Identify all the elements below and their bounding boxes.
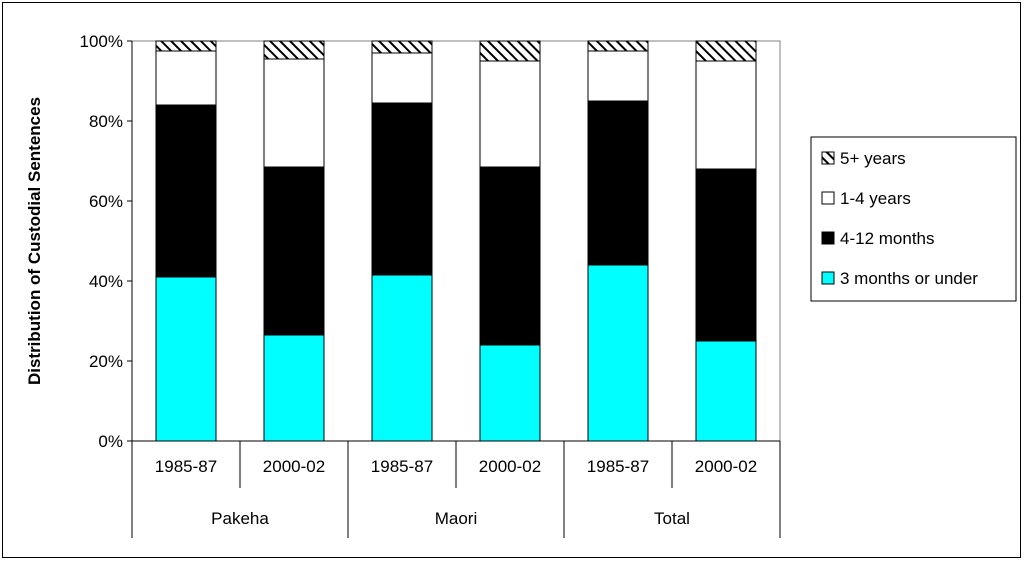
bar-segment: [695, 168, 757, 342]
bar-segment: [263, 166, 325, 336]
bar-segment: [155, 40, 217, 52]
y-tick-label: 40%: [89, 272, 123, 291]
y-tick-label: 0%: [98, 432, 123, 451]
group-label: Pakeha: [211, 509, 269, 528]
x-tick-label: 1985-87: [155, 457, 217, 476]
legend-label: 3 months or under: [840, 269, 978, 288]
bar-segment: [155, 276, 217, 442]
bar-segment: [695, 340, 757, 442]
y-tick-label: 100%: [80, 32, 123, 51]
legend-label: 4-12 months: [840, 229, 935, 248]
y-tick-label: 80%: [89, 112, 123, 131]
bar-segment: [587, 100, 649, 266]
bar-segment: [371, 274, 433, 442]
legend-label: 5+ years: [840, 149, 906, 168]
legend: 5+ years 1-4 years 4-12 months 3 months or …: [810, 136, 1017, 302]
x-tick-label: 1985-87: [371, 457, 433, 476]
y-tick-label: 20%: [89, 352, 123, 371]
bar-segment: [695, 40, 757, 62]
x-tick-label: 1985-87: [587, 457, 649, 476]
group-label: Maori: [435, 509, 478, 528]
bar-segment: [479, 344, 541, 442]
x-tick-label: 2000-02: [695, 457, 757, 476]
bar-segment: [371, 52, 433, 104]
bar-segment: [155, 50, 217, 106]
x-tick-label: 2000-02: [263, 457, 325, 476]
bar-segment: [263, 334, 325, 442]
legend-swatch: [821, 151, 835, 165]
plot-area: [131, 40, 781, 442]
bar-segment: [371, 102, 433, 276]
legend-box: [810, 136, 1017, 302]
x-tick-label: 2000-02: [479, 457, 541, 476]
bar-segment: [587, 50, 649, 102]
bar-segment: [587, 264, 649, 442]
bar-segment: [695, 60, 757, 170]
group-label: Total: [654, 509, 690, 528]
bar-segment: [587, 40, 649, 52]
legend-label: 1-4 years: [840, 189, 911, 208]
bar-segment: [479, 60, 541, 168]
bar-segment: [479, 40, 541, 62]
bar-segment: [479, 166, 541, 346]
legend-swatch: [821, 271, 835, 285]
bar-segment: [263, 40, 325, 60]
bar-segment: [155, 104, 217, 278]
legend-swatch: [821, 191, 835, 205]
legend-swatch: [821, 231, 835, 245]
bar-segment: [371, 40, 433, 54]
y-axis-title: Distribution of Custodial Sentences: [25, 97, 44, 385]
y-tick-label: 60%: [89, 192, 123, 211]
bar-segment: [263, 58, 325, 168]
